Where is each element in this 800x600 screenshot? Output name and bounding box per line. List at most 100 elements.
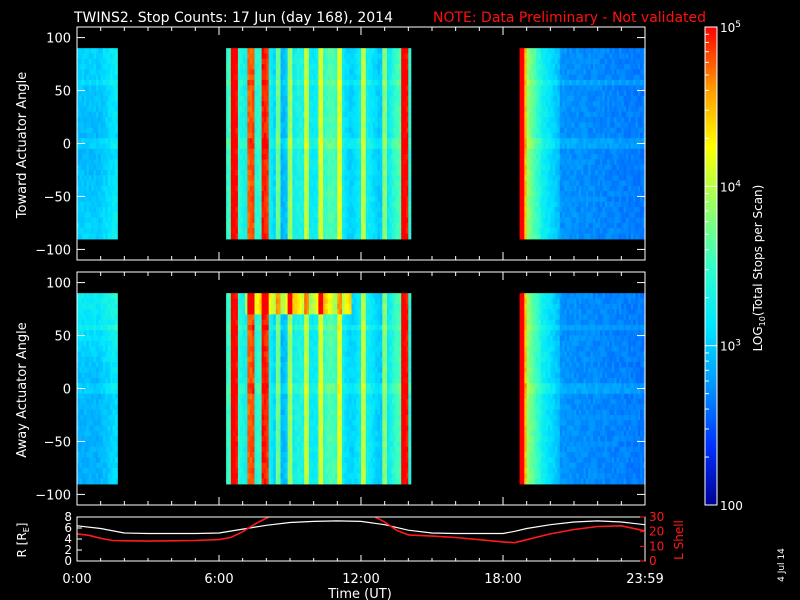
heatmap-cell — [519, 48, 523, 55]
heatmap-cell — [538, 185, 542, 192]
heatmap-cell — [275, 185, 279, 192]
heatmap-cell — [242, 222, 246, 229]
heatmap-cell — [408, 207, 412, 213]
heatmap-cell — [356, 212, 360, 219]
heatmap-cell — [230, 169, 234, 176]
heatmap-cell — [100, 175, 104, 182]
heatmap-cell — [235, 48, 239, 55]
heatmap-cell — [597, 117, 601, 123]
heatmap-cell — [368, 122, 372, 129]
heatmap-cell — [275, 212, 279, 219]
heatmap-cell — [405, 201, 409, 208]
heatmap-cell — [339, 164, 343, 171]
heatmap-cell — [353, 132, 357, 139]
heatmap-cell — [398, 111, 402, 118]
heatmap-cell — [268, 69, 272, 76]
heatmap-cell — [84, 201, 88, 208]
heatmap-cell — [86, 180, 90, 187]
heatmap-cell — [313, 74, 317, 81]
heatmap-cell — [585, 148, 589, 155]
heatmap-cell — [405, 180, 409, 187]
heatmap-cell — [526, 217, 530, 224]
heatmap-cell — [84, 69, 88, 76]
heatmap-cell — [588, 207, 592, 213]
heatmap-cell — [361, 164, 364, 171]
heatmap-cell — [294, 90, 298, 97]
heatmap-cell — [564, 85, 568, 92]
heatmap-cell — [86, 222, 90, 229]
heatmap-cell — [334, 127, 338, 134]
heatmap-cell — [337, 159, 341, 166]
heatmap-cell — [533, 138, 537, 145]
heatmap-cell — [110, 191, 114, 198]
heatmap-cell — [311, 79, 315, 86]
heatmap-cell — [95, 217, 99, 224]
heatmap-cell — [256, 191, 260, 198]
heatmap-cell — [252, 132, 256, 139]
heatmap-cell — [550, 138, 554, 145]
heatmap-cell — [358, 191, 362, 198]
heatmap-cell — [391, 180, 395, 187]
heatmap-cell — [344, 90, 348, 97]
heatmap-cell — [275, 58, 279, 65]
heatmap-cell — [609, 90, 613, 97]
heatmap-cell — [519, 154, 523, 160]
heatmap-cell — [95, 64, 99, 70]
heatmap-cell — [95, 201, 99, 208]
heatmap-cell — [79, 228, 83, 235]
heatmap-cell — [372, 111, 376, 118]
heatmap-cell — [77, 127, 80, 134]
heatmap-cell — [287, 191, 291, 198]
heatmap-cell — [353, 228, 357, 235]
heatmap-cell — [342, 175, 346, 182]
heatmap-cell — [585, 154, 589, 160]
heatmap-cell — [621, 138, 625, 145]
heatmap-cell — [275, 233, 279, 240]
heatmap-cell — [81, 69, 85, 76]
heatmap-cell — [379, 138, 383, 145]
heatmap-cell — [614, 191, 618, 198]
heatmap-cell — [282, 228, 286, 235]
heatmap-cell — [271, 175, 275, 182]
heatmap-cell — [346, 233, 350, 240]
heatmap-cell — [604, 154, 608, 160]
heatmap-cell — [261, 196, 265, 203]
heatmap-cell — [242, 69, 246, 76]
heatmap-cell — [313, 201, 317, 208]
heatmap-cell — [607, 95, 611, 102]
heatmap-cell — [330, 48, 334, 55]
heatmap-cell — [342, 185, 346, 192]
heatmap-cell — [311, 143, 315, 150]
heatmap-cell — [346, 48, 350, 55]
heatmap-cell — [86, 106, 90, 113]
heatmap-cell — [403, 127, 407, 134]
heatmap-cell — [351, 201, 355, 208]
heatmap-cell — [363, 217, 367, 224]
heatmap-cell — [389, 90, 393, 97]
heatmap-cell — [110, 175, 114, 182]
heatmap-cell — [368, 228, 372, 235]
heatmap-cell — [578, 69, 582, 76]
heatmap-cell — [566, 79, 570, 86]
heatmap-cell — [389, 95, 393, 102]
heatmap-cell — [576, 143, 580, 150]
heatmap-cell — [77, 74, 80, 81]
heatmap-cell — [294, 212, 298, 219]
heatmap-cell — [247, 85, 251, 92]
heatmap-cell — [356, 233, 360, 240]
heatmap-cell — [382, 175, 386, 182]
heatmap-cell — [103, 117, 106, 123]
heatmap-cell — [559, 117, 563, 123]
heatmap-cell — [98, 132, 102, 139]
heatmap-cell — [531, 217, 535, 224]
heatmap-cell — [107, 191, 111, 198]
heatmap-cell — [564, 196, 568, 203]
heatmap-cell — [261, 48, 265, 55]
heatmap-cell — [112, 53, 116, 60]
heatmap-cell — [306, 122, 310, 129]
heatmap-cell — [110, 196, 114, 203]
heatmap-cell — [346, 201, 350, 208]
heatmap-cell — [351, 79, 355, 86]
heatmap-cell — [540, 185, 544, 192]
heatmap-cell — [351, 154, 355, 160]
